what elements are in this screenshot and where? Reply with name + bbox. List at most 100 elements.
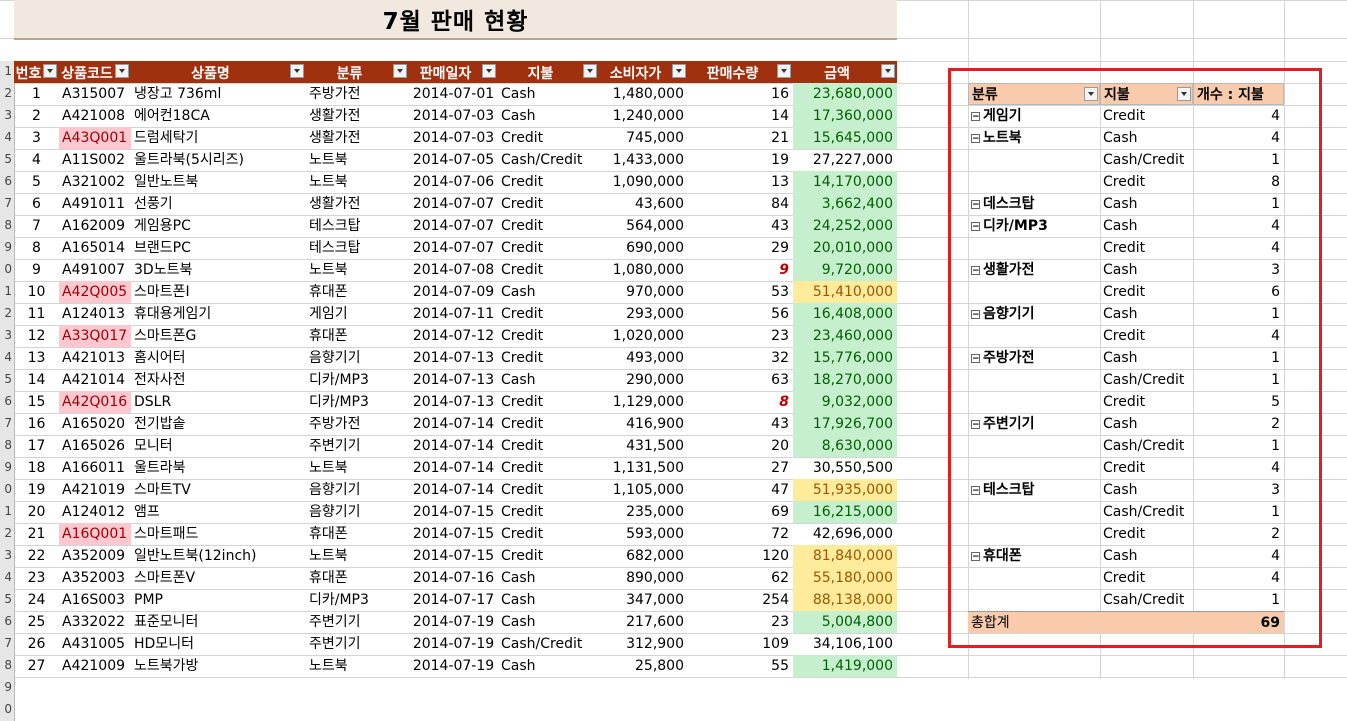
cell-name[interactable]: 노트북가방 <box>134 658 199 674</box>
cell-name[interactable]: 홈시어터 <box>134 350 186 366</box>
cell-qty[interactable]: 69 <box>771 504 789 520</box>
column-header[interactable]: 분류 <box>306 61 409 83</box>
cell-amt[interactable]: 23,680,000 <box>793 83 897 105</box>
cell-qty[interactable]: 9 <box>779 262 789 278</box>
row-number[interactable]: 5 <box>0 149 15 171</box>
cell-amt[interactable]: 27,227,000 <box>812 152 893 168</box>
column-header[interactable]: 소비자가 <box>599 61 688 83</box>
cell-cat[interactable]: 노트북 <box>309 548 348 564</box>
column-header[interactable]: 번호 <box>14 61 59 83</box>
cell-name[interactable]: 브랜드PC <box>134 240 191 256</box>
cell-code[interactable]: A315007 <box>62 86 126 102</box>
cell-date[interactable]: 2014-07-03 <box>412 130 495 146</box>
collapse-icon[interactable]: − <box>971 485 980 496</box>
cell-cat[interactable]: 휴대폰 <box>309 570 348 586</box>
cell-amt[interactable]: 42,696,000 <box>812 526 893 542</box>
cell-date[interactable]: 2014-07-05 <box>412 152 495 168</box>
cell-cat[interactable]: 음향기기 <box>309 482 361 498</box>
cell-code[interactable]: A42Q005 <box>59 281 131 303</box>
cell-price[interactable]: 1,090,000 <box>612 174 684 190</box>
pivot-count[interactable]: 1 <box>1271 592 1280 608</box>
cell-qty[interactable]: 16 <box>771 86 789 102</box>
cell-date[interactable]: 2014-07-15 <box>412 548 495 564</box>
pivot-count[interactable]: 8 <box>1271 174 1280 190</box>
pivot-pay[interactable]: Csah/Credit <box>1103 592 1185 608</box>
cell-name[interactable]: 드럼세탁기 <box>134 130 199 146</box>
collapse-icon[interactable]: − <box>971 551 980 562</box>
cell-cat[interactable]: 디카/MP3 <box>309 372 369 388</box>
cell-amt[interactable]: 30,550,500 <box>812 460 893 476</box>
cell-no[interactable]: 11 <box>27 306 46 322</box>
row-number[interactable]: 7 <box>0 413 15 435</box>
pivot-row-label[interactable]: − 디카/MP3 <box>968 215 1100 237</box>
cell-amt[interactable]: 9,720,000 <box>793 259 897 281</box>
cell-amt[interactable]: 81,840,000 <box>793 545 897 567</box>
cell-date[interactable]: 2014-07-14 <box>412 438 495 454</box>
pivot-count[interactable]: 4 <box>1271 570 1280 586</box>
cell-amt[interactable]: 17,360,000 <box>793 105 897 127</box>
cell-date[interactable]: 2014-07-13 <box>412 394 495 410</box>
pivot-count[interactable]: 4 <box>1271 218 1280 234</box>
cell-no[interactable]: 8 <box>32 240 41 256</box>
cell-pay[interactable]: Credit <box>501 328 544 344</box>
cell-no[interactable]: 18 <box>27 460 46 476</box>
collapse-icon[interactable]: − <box>971 133 980 144</box>
cell-amt[interactable]: 23,460,000 <box>793 325 897 347</box>
pivot-count[interactable]: 4 <box>1271 240 1280 256</box>
pivot-row-label[interactable]: − 주변기기 <box>968 413 1100 435</box>
cell-qty[interactable]: 29 <box>771 240 789 256</box>
pivot-total-label[interactable]: 총합계 <box>968 611 1100 633</box>
cell-cat[interactable]: 디카/MP3 <box>309 394 369 410</box>
row-number[interactable]: 9 <box>0 677 15 699</box>
cell-code[interactable]: A16S003 <box>62 592 125 608</box>
collapse-icon[interactable]: − <box>971 221 980 232</box>
filter-dropdown-icon[interactable] <box>672 64 686 78</box>
pivot-row-label[interactable] <box>968 589 1100 611</box>
pivot-row-label[interactable] <box>968 325 1100 347</box>
collapse-icon[interactable]: − <box>971 419 980 430</box>
filter-dropdown-icon[interactable] <box>777 64 791 78</box>
cell-date[interactable]: 2014-07-11 <box>412 306 495 322</box>
cell-date[interactable]: 2014-07-13 <box>412 350 495 366</box>
cell-no[interactable]: 21 <box>27 526 46 542</box>
cell-no[interactable]: 19 <box>27 482 46 498</box>
column-header[interactable]: 상품코드 <box>59 61 131 83</box>
pivot-count[interactable]: 3 <box>1271 262 1280 278</box>
cell-pay[interactable]: Cash <box>501 658 536 674</box>
pivot-pay[interactable]: Credit <box>1103 108 1146 124</box>
collapse-icon[interactable]: − <box>971 199 980 210</box>
row-number[interactable]: 1 <box>0 61 15 83</box>
cell-qty[interactable]: 63 <box>771 372 789 388</box>
cell-date[interactable]: 2014-07-06 <box>412 174 495 190</box>
pivot-row-label[interactable] <box>968 281 1100 303</box>
cell-name[interactable]: 표준모니터 <box>134 614 199 630</box>
cell-name[interactable]: PMP <box>134 592 163 608</box>
cell-price[interactable]: 1,480,000 <box>612 86 684 102</box>
cell-price[interactable]: 1,240,000 <box>612 108 684 124</box>
cell-date[interactable]: 2014-07-07 <box>412 196 495 212</box>
cell-name[interactable]: DSLR <box>134 394 172 410</box>
pivot-pay[interactable]: Credit <box>1103 526 1146 542</box>
row-number[interactable]: 0 <box>0 699 15 721</box>
collapse-icon[interactable]: − <box>971 265 980 276</box>
pivot-pay[interactable]: Cash/Credit <box>1103 504 1185 520</box>
pivot-pay[interactable]: Cash <box>1103 548 1138 564</box>
cell-qty[interactable]: 62 <box>771 570 789 586</box>
pivot-pay[interactable]: Cash/Credit <box>1103 152 1185 168</box>
cell-date[interactable]: 2014-07-14 <box>412 416 495 432</box>
cell-price[interactable]: 493,000 <box>626 350 684 366</box>
cell-qty[interactable]: 254 <box>762 592 789 608</box>
pivot-row-label[interactable]: − 데스크탑 <box>968 193 1100 215</box>
cell-cat[interactable]: 휴대폰 <box>309 526 348 542</box>
cell-code[interactable]: A421013 <box>62 350 126 366</box>
cell-date[interactable]: 2014-07-15 <box>412 504 495 520</box>
cell-qty[interactable]: 47 <box>771 482 789 498</box>
cell-code[interactable]: A421014 <box>62 372 126 388</box>
cell-date[interactable]: 2014-07-14 <box>412 460 495 476</box>
cell-price[interactable]: 25,800 <box>635 658 684 674</box>
cell-price[interactable]: 416,900 <box>626 416 684 432</box>
collapse-icon[interactable]: − <box>971 111 980 122</box>
row-number[interactable]: 2 <box>0 523 15 545</box>
cell-price[interactable]: 690,000 <box>626 240 684 256</box>
cell-qty[interactable]: 13 <box>771 174 789 190</box>
